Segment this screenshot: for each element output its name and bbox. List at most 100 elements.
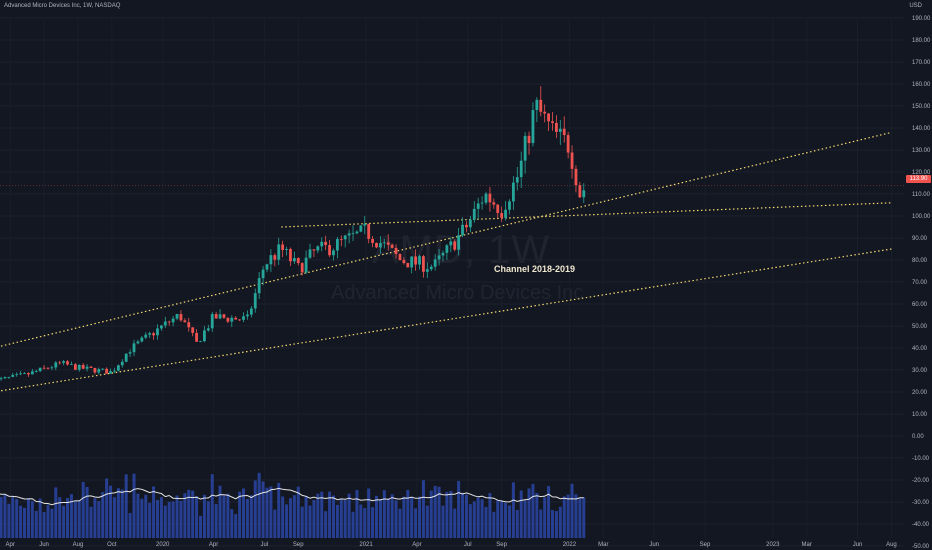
volume-bar xyxy=(7,503,11,538)
volume-bar xyxy=(324,511,328,538)
candle-body xyxy=(183,320,187,323)
candle-body xyxy=(527,135,531,144)
volume-bar xyxy=(109,485,113,538)
volume-bar xyxy=(242,488,246,538)
volume-bar xyxy=(30,501,34,538)
price-tick-label: 180.00 xyxy=(912,38,931,44)
volume-bar xyxy=(421,480,425,538)
volume-bar xyxy=(484,507,488,538)
volume-bar xyxy=(472,501,476,538)
volume-bar xyxy=(265,487,269,538)
volume-bar xyxy=(515,509,519,538)
candle-body xyxy=(363,223,367,226)
candle-body xyxy=(42,367,46,369)
candle-body xyxy=(128,352,132,354)
candle-body xyxy=(277,244,281,260)
candle-body xyxy=(62,361,66,363)
volume-bar xyxy=(155,499,159,538)
candle-body xyxy=(375,242,378,248)
volume-bar xyxy=(558,506,562,538)
candle-body xyxy=(222,314,226,318)
volume-bar xyxy=(171,501,175,538)
candle-body xyxy=(402,260,406,264)
volume-bar xyxy=(46,504,50,538)
candle-body xyxy=(347,233,351,236)
candle-body xyxy=(70,364,73,366)
candle-body xyxy=(265,264,269,270)
candle-body xyxy=(535,99,539,111)
candle-body xyxy=(73,364,77,370)
candle-body xyxy=(66,361,69,365)
volume-bar xyxy=(89,506,93,538)
candle-body xyxy=(54,362,58,368)
volume-bar xyxy=(116,488,120,538)
volume-bar xyxy=(269,486,273,538)
candle-body xyxy=(140,337,144,342)
price-tick-label: 10.00 xyxy=(912,412,928,418)
candle-body xyxy=(488,193,492,203)
volume-bar xyxy=(453,508,457,538)
price-tick-label: 160.00 xyxy=(912,82,931,88)
candle-body xyxy=(269,255,273,265)
candle-body xyxy=(97,369,101,373)
volume-bar xyxy=(26,498,30,538)
volume-bar xyxy=(406,489,410,538)
price-tick-label: 70.00 xyxy=(912,280,928,286)
candle-body xyxy=(203,330,206,342)
candle-body xyxy=(562,128,566,136)
time-tick-label: Jun xyxy=(39,542,49,548)
volume-bar xyxy=(136,493,140,538)
volume-bar xyxy=(351,511,355,538)
volume-bar xyxy=(535,492,539,538)
volume-bar xyxy=(120,489,124,538)
volume-bar xyxy=(308,505,312,538)
candle-body xyxy=(320,241,324,247)
candle-body xyxy=(511,182,515,202)
candle-body xyxy=(433,259,437,267)
volume-bar xyxy=(570,483,574,538)
price-tick-label: -40.00 xyxy=(912,522,930,528)
candle-body xyxy=(304,257,308,273)
time-tick-label: Jul xyxy=(261,542,269,548)
volume-bar xyxy=(50,508,54,538)
candle-body xyxy=(367,223,371,239)
candle-body xyxy=(175,313,179,319)
candle-body xyxy=(167,321,171,323)
time-tick-label: Apr xyxy=(412,542,421,548)
volume-bar xyxy=(175,495,179,538)
candle-body xyxy=(308,249,312,258)
price-tick-label: 50.00 xyxy=(912,324,928,330)
candle-body xyxy=(472,208,476,220)
candle-body xyxy=(300,263,304,273)
volume-bar xyxy=(386,498,390,538)
candle-body xyxy=(120,361,124,366)
volume-bar xyxy=(328,491,332,538)
price-tick-label: 90.00 xyxy=(912,236,928,242)
candle-body xyxy=(34,371,38,372)
time-tick-label: Sep xyxy=(293,542,304,548)
volume-bar xyxy=(281,496,285,538)
price-tick-label: 30.00 xyxy=(912,368,928,374)
time-tick-label: 2021 xyxy=(359,542,373,548)
price-tick-label: -20.00 xyxy=(912,478,930,484)
time-tick-label: Mar xyxy=(598,542,608,548)
price-tick-label: -50.00 xyxy=(912,544,930,550)
candle-body xyxy=(101,368,105,370)
volume-bar xyxy=(54,487,58,538)
candle-body xyxy=(38,367,42,372)
volume-bar xyxy=(62,505,66,538)
volume-bar xyxy=(441,505,445,538)
volume-bar xyxy=(38,498,42,538)
volume-bar xyxy=(359,504,363,538)
candle-body xyxy=(332,250,335,256)
candle-body xyxy=(519,160,523,178)
volume-bar xyxy=(218,485,222,538)
volume-bar xyxy=(3,494,7,538)
volume-bar xyxy=(547,486,551,538)
candle-body xyxy=(515,177,519,183)
volume-bar xyxy=(81,481,85,538)
candle-body xyxy=(144,334,148,338)
price-tick-label: 130.00 xyxy=(912,148,931,154)
price-tick-label: 20.00 xyxy=(912,390,928,396)
